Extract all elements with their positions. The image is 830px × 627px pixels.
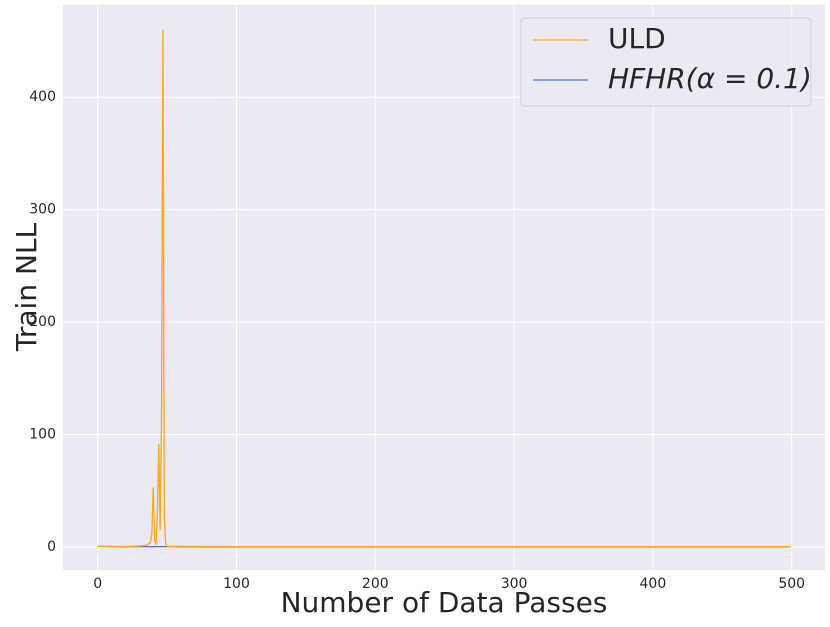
x-tick-label: 400 — [640, 576, 667, 592]
y-tick-label: 200 — [29, 314, 56, 330]
x-tick-label: 500 — [778, 576, 805, 592]
y-tick-label: 400 — [29, 89, 56, 105]
legend-label: ULD — [608, 22, 666, 55]
y-tick-label: 0 — [47, 539, 56, 555]
y-tick-label: 100 — [29, 427, 56, 443]
x-tick-label: 0 — [93, 576, 102, 592]
y-tick-label: 300 — [29, 202, 56, 218]
x-axis-label: Number of Data Passes — [281, 586, 608, 619]
legend-label: HFHR(α = 0.1) — [608, 62, 812, 95]
y-axis-label: Train NLL — [10, 222, 43, 352]
x-tick-label: 200 — [362, 576, 389, 592]
x-tick-label: 300 — [501, 576, 528, 592]
x-tick-label: 100 — [223, 576, 250, 592]
